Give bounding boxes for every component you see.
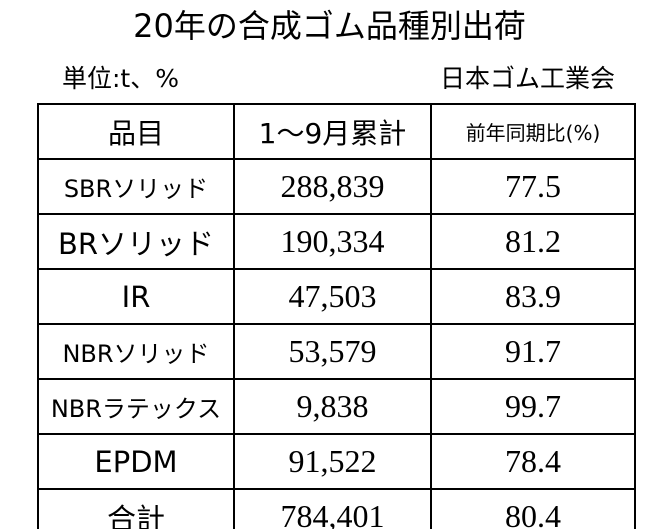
table-row: NBRラテックス 9,838 99.7 xyxy=(37,378,636,435)
item-cell: NBRラテックス xyxy=(37,378,235,435)
value-cell: 47,503 xyxy=(233,268,432,325)
item-cell: NBRソリッド xyxy=(37,323,235,380)
value-cell: 9,838 xyxy=(233,378,432,435)
table-body: SBRソリッド 288,839 77.5 BRソリッド 190,334 81.2 IR 47,… xyxy=(37,158,636,529)
value-cell: 78.4 xyxy=(430,433,636,490)
item-cell: IR xyxy=(37,268,235,325)
table-row: 合計 784,401 80.4 xyxy=(37,488,636,529)
value-cell: 81.2 xyxy=(430,213,636,270)
unit: 単位:t、% xyxy=(62,64,179,93)
table-row: SBRソリッド 288,839 77.5 xyxy=(37,158,636,215)
item-cell: BRソリッド xyxy=(37,213,235,270)
table-row: NBRソリッド 53,579 91.7 xyxy=(37,323,636,380)
value-cell: 77.5 xyxy=(430,158,636,215)
table-row: BRソリッド 190,334 81.2 xyxy=(37,213,636,270)
column-header: 1～9月累計 xyxy=(233,103,432,160)
table: 品目 1～9月累計 前年同期比(%) SBRソリッド 288,839 77.5 BRソリッ… xyxy=(37,103,636,529)
value-cell: 190,334 xyxy=(233,213,432,270)
item-cell: EPDM xyxy=(37,433,235,490)
column-header: 品目 xyxy=(37,103,235,160)
value-cell: 80.4 xyxy=(430,488,636,529)
value-cell: 91,522 xyxy=(233,433,432,490)
item-cell: SBRソリッド xyxy=(37,158,235,215)
value-cell: 99.7 xyxy=(430,378,636,435)
column-header: 前年同期比(%) xyxy=(430,103,636,160)
source: 日本ゴム工業会 xyxy=(439,64,615,93)
table-row: EPDM 91,522 78.4 xyxy=(37,433,636,490)
item-cell: 合計 xyxy=(37,488,235,529)
value-cell: 53,579 xyxy=(233,323,432,380)
value-cell: 83.9 xyxy=(430,268,636,325)
table-row: IR 47,503 83.9 xyxy=(37,268,636,325)
value-cell: 784,401 xyxy=(233,488,432,529)
title: 20年の合成ゴム品種別出荷 xyxy=(133,7,526,45)
value-cell: 91.7 xyxy=(430,323,636,380)
value-cell: 288,839 xyxy=(233,158,432,215)
header-row: 品目 1～9月累計 前年同期比(%) xyxy=(37,103,636,160)
